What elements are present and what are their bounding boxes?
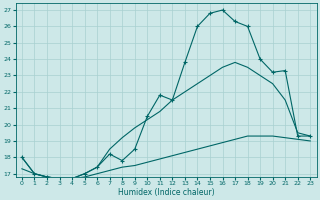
X-axis label: Humidex (Indice chaleur): Humidex (Indice chaleur) [118,188,214,197]
